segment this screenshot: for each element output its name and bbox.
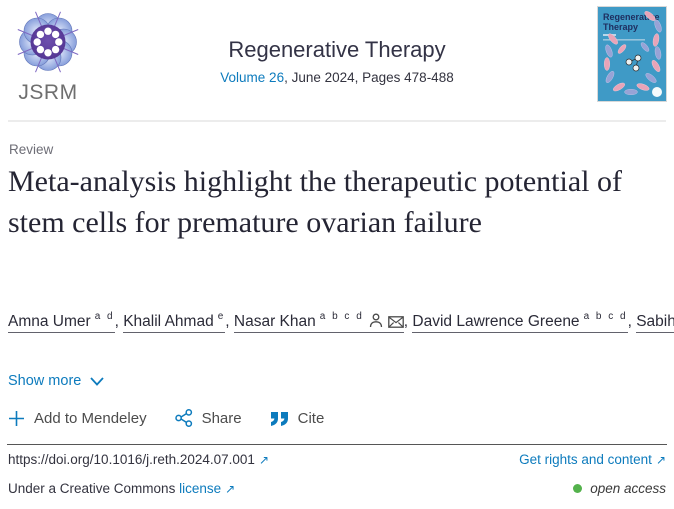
arrow-up-right-icon: ↗ xyxy=(655,453,666,467)
author-link-nasar-khan[interactable]: Nasar Khan a b c d xyxy=(233,311,404,334)
arrow-up-right-icon: ↗ xyxy=(225,482,236,496)
cover-cell-illustrations xyxy=(603,11,662,95)
doi-row: https://doi.org/10.1016/j.reth.2024.07.0… xyxy=(8,452,666,467)
cite-button[interactable]: Cite xyxy=(270,409,325,427)
article-type-label: Review xyxy=(9,142,54,157)
author-name: Amna Umer xyxy=(8,313,91,331)
get-rights-label: Get rights and content xyxy=(519,452,652,467)
journal-title-link[interactable]: Regenerative Therapy xyxy=(228,37,446,62)
volume-link[interactable]: Volume 26 xyxy=(220,70,285,85)
author-link-david-lawrence-greene[interactable]: David Lawrence Greene a b c d xyxy=(412,311,628,334)
jsrm-logo-label: JSRM xyxy=(18,81,78,104)
add-to-mendeley-label: Add to Mendeley xyxy=(34,409,147,427)
arrow-up-right-icon: ↗ xyxy=(258,453,269,467)
footer-divider xyxy=(7,444,667,445)
author-separator: , xyxy=(225,313,234,331)
author-affiliations: a d xyxy=(94,311,115,322)
author-affiliations: a b c d xyxy=(583,311,628,322)
author-name: Sabiha Shamim xyxy=(636,313,674,331)
plus-icon xyxy=(9,410,24,426)
show-more-button[interactable]: Show more xyxy=(8,373,105,389)
author-link-amna-umer[interactable]: Amna Umer a d xyxy=(8,311,115,334)
header-divider xyxy=(8,120,666,122)
author-name: David Lawrence Greene xyxy=(412,313,580,331)
issue-info-rest: , June 2024, Pages 478-488 xyxy=(284,70,454,85)
issue-info: Volume 26, June 2024, Pages 478-488 xyxy=(220,70,453,85)
author-link-khalil-ahmad[interactable]: Khalil Ahmad e xyxy=(123,311,226,334)
open-access-badge: open access xyxy=(573,481,666,496)
license-link[interactable]: license ↗ xyxy=(179,481,235,496)
author-list: Amna Umer a d, Khalil Ahmad e, Nasar Khan a… xyxy=(8,301,674,338)
license-line: Under a Creative Commons license ↗ xyxy=(8,481,235,496)
cover-molecule-diagram xyxy=(625,54,642,72)
cover-title-line2: Therapy xyxy=(603,22,638,32)
double-quote-icon xyxy=(270,411,288,426)
add-to-mendeley-button[interactable]: Add to Mendeley xyxy=(8,410,147,427)
article-title: Meta-analysis highlight the therapeutic … xyxy=(8,165,622,239)
person-icon xyxy=(369,313,382,328)
show-more-label: Show more xyxy=(8,373,82,389)
doi-link[interactable]: https://doi.org/10.1016/j.reth.2024.07.0… xyxy=(8,452,269,467)
cover-title-line1: Regenerative xyxy=(603,12,660,22)
open-access-label: open access xyxy=(590,481,666,496)
author-affiliations: e xyxy=(217,311,226,322)
author-separator: , xyxy=(627,313,637,331)
author-separator: , xyxy=(403,313,413,331)
license-row: Under a Creative Commons license ↗ open a… xyxy=(8,481,666,496)
action-toolbar: Add to Mendeley Share Cite xyxy=(8,409,324,427)
author-separator: , xyxy=(114,313,124,331)
jsrm-logo-link[interactable]: JSRM xyxy=(10,6,86,105)
share-label: Share xyxy=(201,409,242,427)
author-name: Khalil Ahmad xyxy=(123,313,214,331)
green-dot-icon xyxy=(573,484,583,493)
journal-cover-thumbnail[interactable]: Regenerative Therapy xyxy=(598,7,666,101)
get-rights-link[interactable]: Get rights and content ↗ xyxy=(519,452,666,467)
author-link-sabiha-shamim[interactable]: Sabiha Shamima d xyxy=(636,313,674,334)
author-affiliations: a b c d xyxy=(319,311,364,322)
doi-text: https://doi.org/10.1016/j.reth.2024.07.0… xyxy=(8,452,255,467)
license-prefix: Under a Creative Commons xyxy=(8,481,180,496)
share-network-icon xyxy=(174,409,192,427)
license-link-label: license xyxy=(179,481,222,496)
envelope-icon xyxy=(387,316,404,329)
chevron-down-icon xyxy=(90,376,105,386)
journal-header: Regenerative Therapy Volume 26, June 202… xyxy=(220,37,453,85)
jsrm-flower-icon xyxy=(17,11,79,73)
share-button[interactable]: Share xyxy=(174,409,242,427)
author-name: Nasar Khan xyxy=(233,313,316,331)
cite-label: Cite xyxy=(297,409,325,427)
cover-publisher-seal xyxy=(652,87,662,97)
